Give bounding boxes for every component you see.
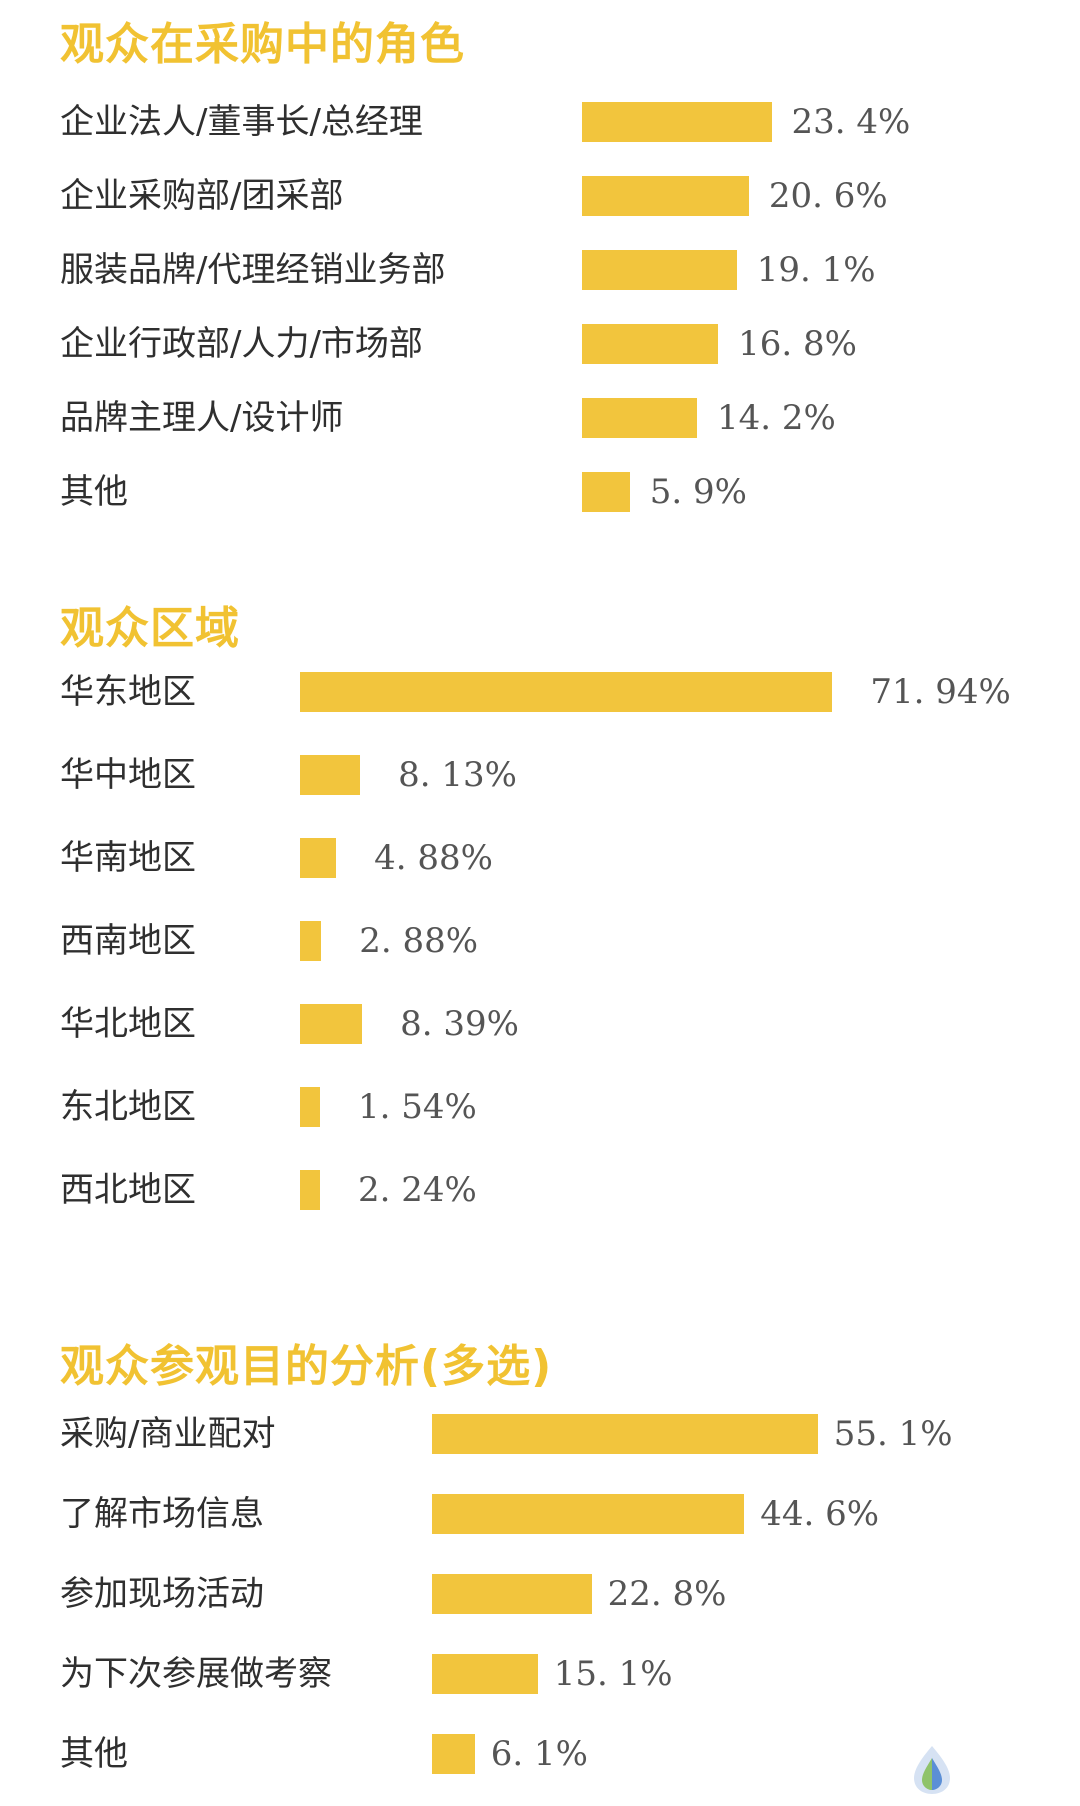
bar (300, 838, 337, 878)
data-label: 55. 1% (833, 1414, 953, 1454)
bar (582, 398, 698, 438)
bar-row: 参加现场活动 22. 8% (0, 1572, 1080, 1616)
category-label: 采购/商业配对 (60, 1414, 276, 1454)
bar-row: 企业行政部/人力/市场部 16. 8% (0, 322, 1080, 366)
bar-row: 采购/商业配对 55. 1% (0, 1412, 1080, 1456)
bar (300, 672, 833, 712)
category-label: 华南地区 (60, 838, 196, 878)
bar-row: 企业法人/董事长/总经理 23. 4% (0, 100, 1080, 144)
bar (300, 755, 361, 795)
data-label: 22. 8% (607, 1574, 727, 1614)
category-label: 华中地区 (60, 755, 196, 795)
bar-row: 其他 5. 9% (0, 470, 1080, 514)
data-label: 20. 6% (768, 176, 888, 216)
bar (432, 1734, 475, 1774)
bar-row: 华中地区 8. 13% (0, 753, 1080, 797)
bar (582, 102, 772, 142)
bar (300, 921, 322, 961)
category-label: 服装品牌/代理经销业务部 (60, 250, 446, 290)
chart-title: 观众在采购中的角色 (60, 19, 465, 70)
chart-title: 观众参观目的分析(多选) (60, 1341, 553, 1392)
bar (582, 250, 737, 290)
category-label: 西南地区 (60, 921, 196, 961)
bar-row: 西北地区 2. 24% (0, 1168, 1080, 1212)
bar (432, 1414, 818, 1454)
category-label: 企业法人/董事长/总经理 (60, 102, 423, 142)
bar-row: 其他 6. 1% (0, 1732, 1080, 1776)
bar (432, 1494, 745, 1534)
category-label: 参加现场活动 (60, 1574, 264, 1614)
bar-row: 品牌主理人/设计师 14. 2% (0, 396, 1080, 440)
leaf-drop-logo-icon (914, 1746, 950, 1794)
category-label: 了解市场信息 (60, 1494, 264, 1534)
data-label: 19. 1% (756, 250, 876, 290)
bar-row: 西南地区 2. 88% (0, 919, 1080, 963)
category-label: 品牌主理人/设计师 (60, 398, 344, 438)
bar-row: 了解市场信息 44. 6% (0, 1492, 1080, 1536)
data-label: 15. 1% (553, 1654, 673, 1694)
bar-row: 企业采购部/团采部 20. 6% (0, 174, 1080, 218)
category-label: 华东地区 (60, 672, 196, 712)
data-label: 71. 94% (870, 672, 1011, 712)
bar (582, 324, 719, 364)
data-label: 14. 2% (717, 398, 836, 438)
bar-row: 华北地区 8. 39% (0, 1002, 1080, 1046)
category-label: 西北地区 (60, 1170, 196, 1210)
data-label: 2. 24% (358, 1170, 477, 1210)
category-label: 东北地区 (60, 1087, 196, 1127)
category-label: 为下次参展做考察 (60, 1654, 332, 1694)
category-label: 华北地区 (60, 1004, 196, 1044)
category-label: 企业采购部/团采部 (60, 176, 344, 216)
bar (432, 1574, 592, 1614)
data-label: 8. 39% (400, 1004, 519, 1044)
bar-row: 华东地区 71. 94% (0, 670, 1080, 714)
data-label: 23. 4% (791, 102, 911, 142)
category-label: 企业行政部/人力/市场部 (60, 324, 423, 364)
bar (582, 176, 749, 216)
bar-row: 为下次参展做考察 15. 1% (0, 1652, 1080, 1696)
category-label: 其他 (60, 1734, 128, 1774)
data-label: 1. 54% (358, 1087, 477, 1127)
bar (432, 1654, 538, 1694)
bar (300, 1087, 320, 1127)
bar (582, 472, 630, 512)
data-label: 44. 6% (760, 1494, 880, 1534)
bar-row: 华南地区 4. 88% (0, 836, 1080, 880)
bar (300, 1004, 363, 1044)
data-label: 4. 88% (374, 838, 493, 878)
chart-title: 观众区域 (60, 603, 240, 654)
data-label: 5. 9% (649, 472, 747, 512)
data-label: 2. 88% (359, 921, 479, 961)
bar-row: 东北地区 1. 54% (0, 1085, 1080, 1129)
bar-row: 服装品牌/代理经销业务部 19. 1% (0, 248, 1080, 292)
category-label: 其他 (60, 472, 128, 512)
data-label: 16. 8% (738, 324, 857, 364)
bar (300, 1170, 320, 1210)
data-label: 8. 13% (398, 755, 517, 795)
data-label: 6. 1% (490, 1734, 588, 1774)
